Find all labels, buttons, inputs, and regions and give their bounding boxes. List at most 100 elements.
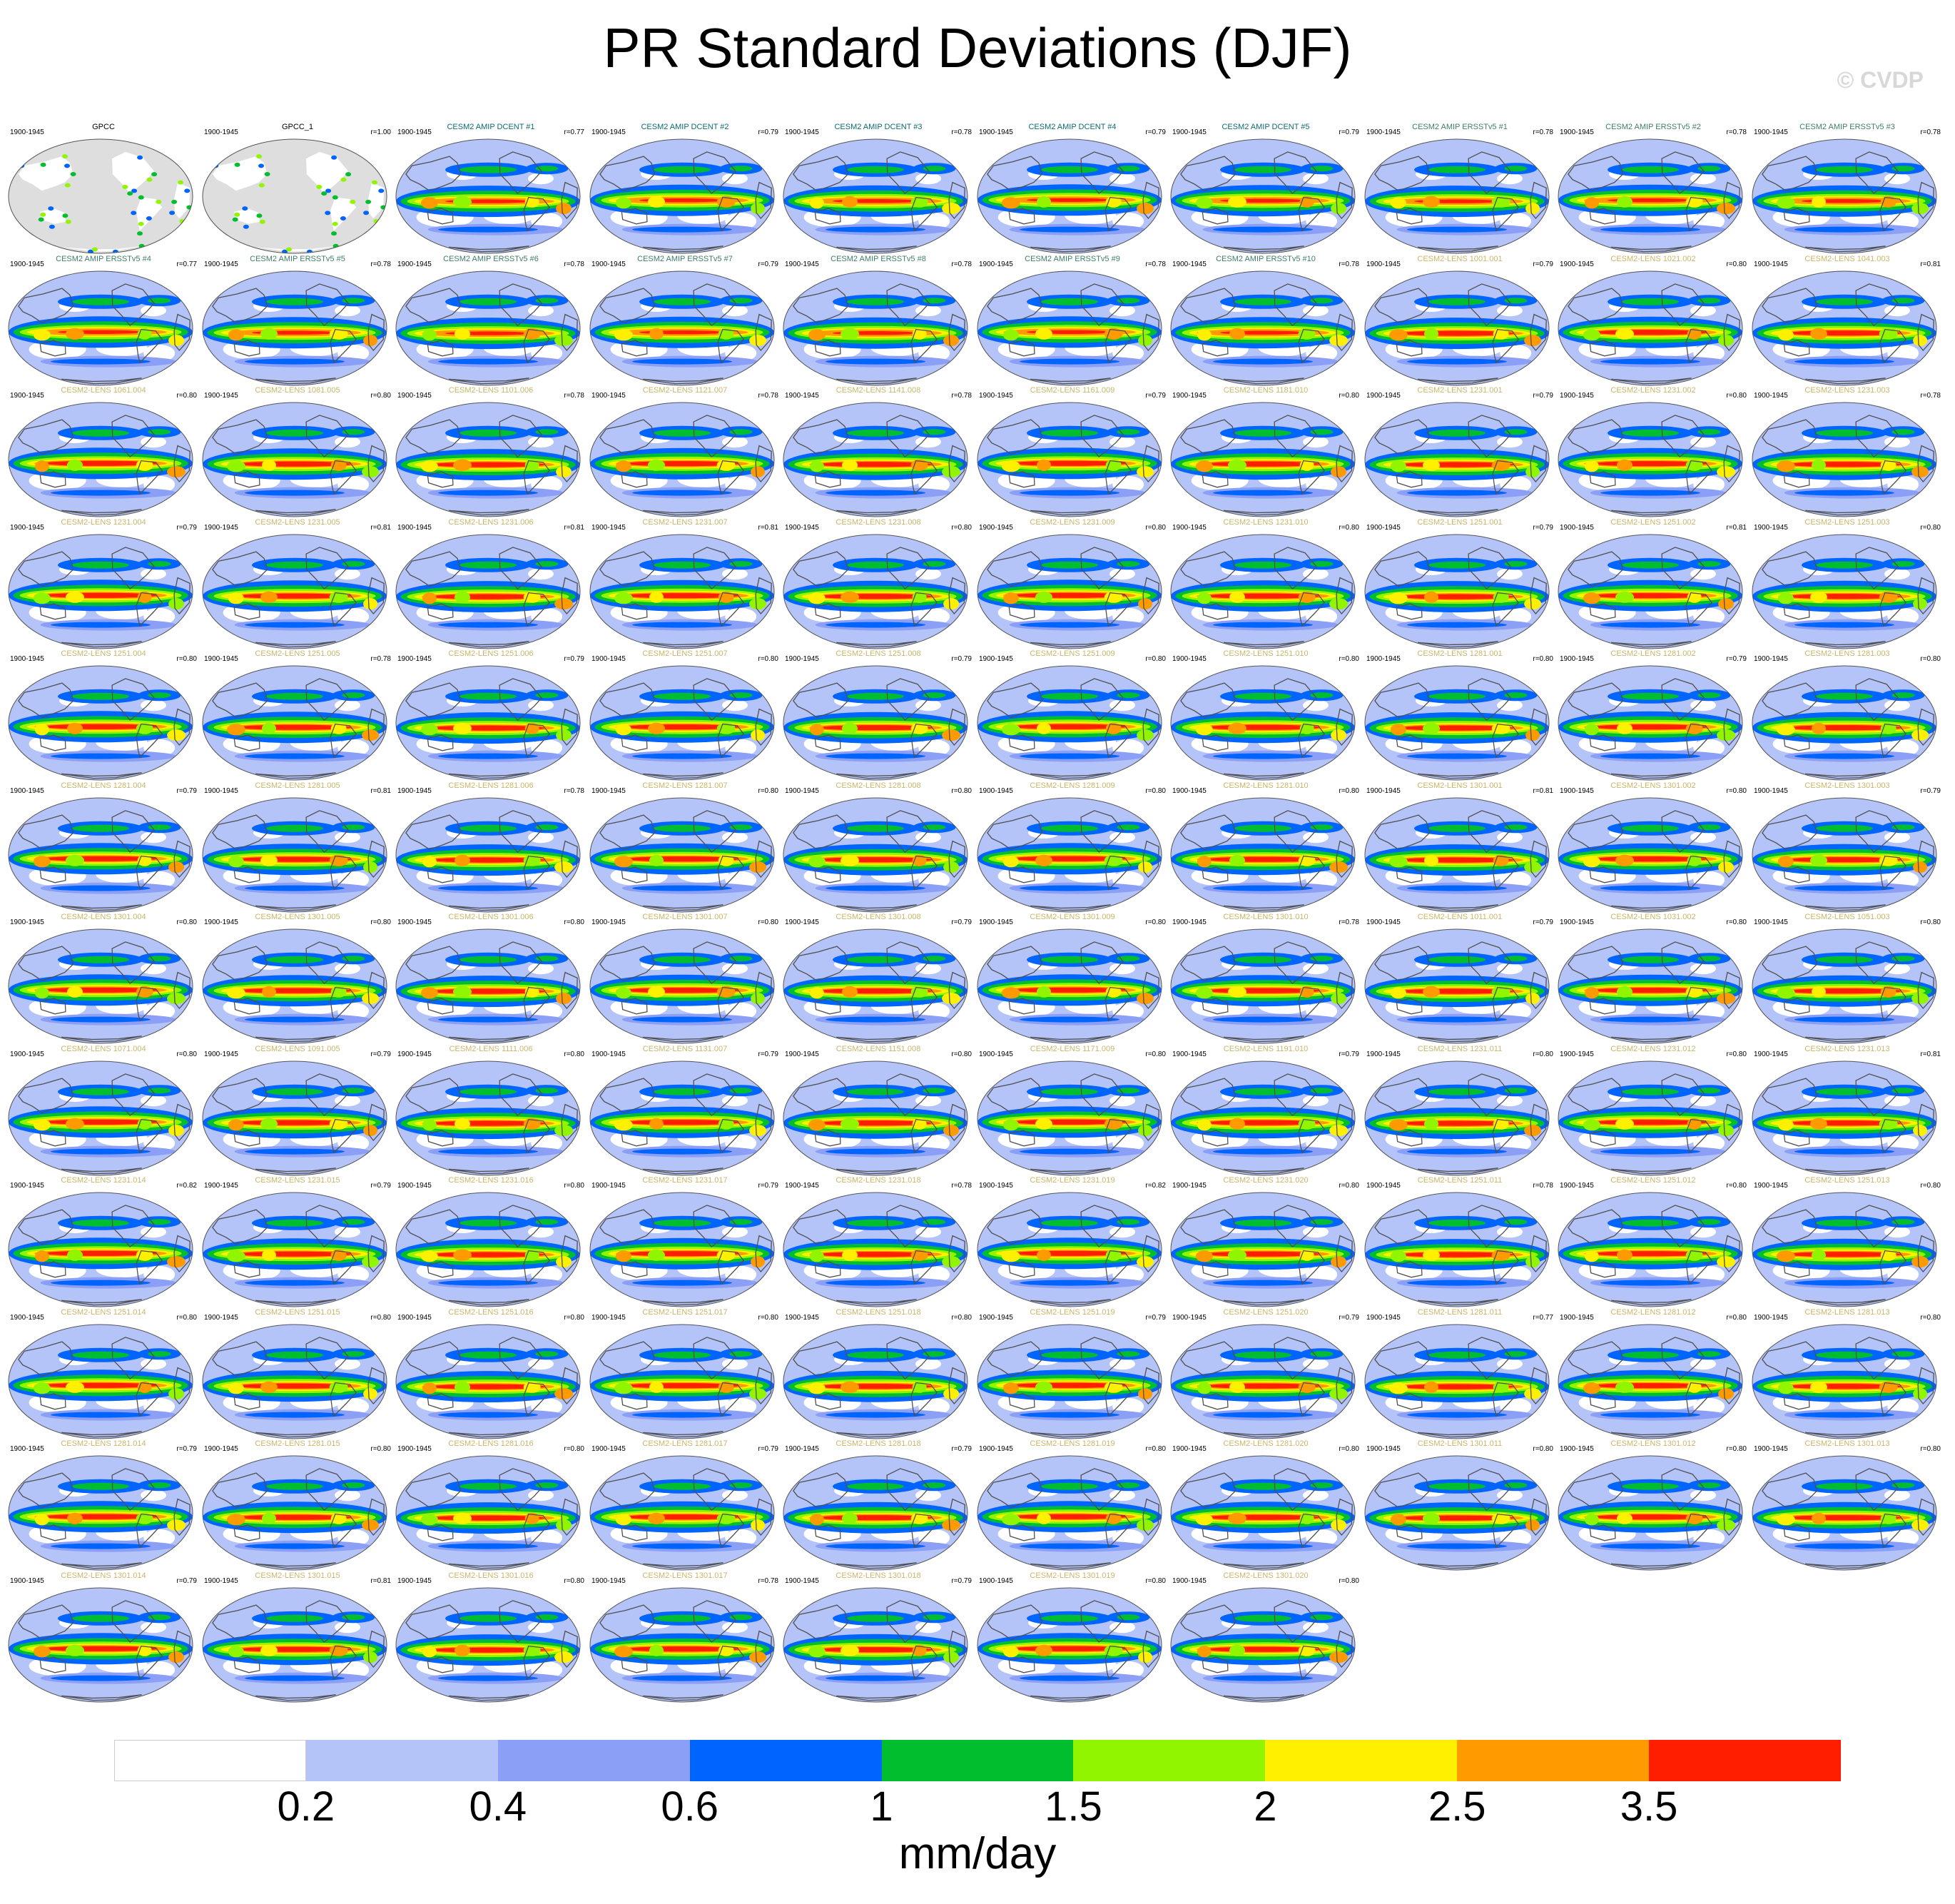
globe-outline: [395, 665, 581, 781]
storm-track: [1697, 1350, 1721, 1357]
coastline: [405, 550, 462, 587]
coastline: [1530, 971, 1547, 1010]
storm-track: [1794, 622, 1894, 628]
storm-track: [826, 358, 925, 365]
convective-spot: [1195, 987, 1213, 999]
panel-correlation: r=0.79: [176, 523, 197, 532]
coastline: [886, 809, 930, 853]
map-panel: 1900-1945 CESM2-LENS 1301.017 r=0.78: [589, 1571, 781, 1706]
storm-track: [1020, 622, 1119, 628]
storm-track: [654, 561, 711, 569]
coastline: [948, 1235, 965, 1273]
storm-track: [1234, 561, 1291, 569]
coastline: [1396, 471, 1423, 488]
dry-zone: [1109, 567, 1135, 579]
coastline: [1762, 1077, 1818, 1113]
colorbar-tick-label: 0.2: [277, 1783, 335, 1830]
panel-period: 1900-1945: [1172, 655, 1207, 663]
map-panel: 1900-1945 CESM2-LENS 1231.015 r=0.79: [201, 1176, 394, 1310]
convective-spot: [1491, 986, 1510, 998]
globe-outline: [395, 402, 581, 517]
convective-spot: [1617, 196, 1632, 208]
convective-spot: [1424, 328, 1438, 340]
convective-spot: [1584, 987, 1599, 999]
coastline: [599, 1209, 656, 1245]
panel-period: 1900-1945: [1366, 392, 1401, 400]
coastline: [717, 328, 745, 363]
globe-outline: [1170, 402, 1356, 517]
coastline: [305, 283, 349, 326]
dry-zone: [1303, 831, 1329, 843]
coastline: [1762, 1209, 1818, 1245]
panel-period: 1900-1945: [1172, 392, 1207, 400]
panel-title: CESM2-LENS 1231.016: [448, 1176, 534, 1185]
storm-track: [1041, 561, 1098, 569]
coastline: [910, 592, 938, 627]
storm-track: [1020, 490, 1119, 496]
coastline: [1805, 1430, 1886, 1437]
coastline: [449, 1693, 529, 1701]
dry-zone: [141, 567, 166, 579]
coastline: [1080, 283, 1124, 326]
dry-zone: [1690, 1357, 1716, 1369]
precip-blob: [62, 154, 68, 159]
coastline: [1762, 419, 1818, 455]
map-globe: [1170, 665, 1356, 781]
storm-track: [1407, 226, 1507, 233]
convective-spot: [1137, 466, 1154, 478]
coastline: [621, 1524, 648, 1541]
coastline: [136, 986, 163, 1022]
panel-period: 1900-1945: [785, 1576, 819, 1585]
coastline: [1879, 592, 1907, 627]
coastline: [1418, 903, 1498, 911]
globe-outline: [202, 797, 387, 912]
map-panel: 1900-1945 CESM2-LENS 1061.004 r=0.80: [7, 386, 200, 520]
panel-period: 1900-1945: [979, 786, 1013, 795]
coastline: [1224, 1430, 1304, 1437]
coastline: [1568, 682, 1624, 718]
map-panel: 1900-1945 CESM2-LENS 1051.003 r=0.80: [1751, 913, 1944, 1047]
coastline: [1336, 1630, 1353, 1668]
map-globe: [1558, 1060, 1743, 1175]
map-globe: [589, 1455, 775, 1571]
convective-spot: [420, 1514, 438, 1526]
coastline: [1879, 1382, 1907, 1417]
storm-track: [1407, 1412, 1507, 1418]
panel-correlation: r=0.79: [1339, 1050, 1359, 1058]
globe-outline: [1752, 1060, 1937, 1175]
coastline: [1274, 1336, 1317, 1379]
convective-spot: [808, 855, 826, 867]
coastline: [561, 1103, 578, 1141]
coastline: [1568, 814, 1624, 850]
panel-correlation: r=0.80: [1726, 1313, 1747, 1322]
panel-period: 1900-1945: [979, 918, 1013, 926]
storm-track: [245, 1412, 345, 1418]
panel-period: 1900-1945: [1172, 1182, 1207, 1190]
storm-track: [266, 956, 323, 963]
globe-outline: [8, 665, 193, 781]
map-globe: [8, 402, 193, 517]
globe-outline: [589, 797, 775, 912]
coastline: [449, 1167, 529, 1174]
convective-spot: [137, 1381, 152, 1393]
panel-correlation: r=0.80: [564, 1182, 584, 1190]
panel-period: 1900-1945: [204, 1445, 238, 1453]
coastline: [233, 998, 260, 1015]
storm-track: [1816, 956, 1873, 963]
panel-title: CESM2-LENS 1101.006: [448, 386, 534, 395]
coastline: [305, 1599, 349, 1643]
storm-track: [72, 956, 129, 963]
coastline: [136, 1513, 163, 1549]
globe-outline: [395, 534, 581, 649]
panel-period: 1900-1945: [397, 918, 432, 926]
storm-track: [72, 824, 129, 832]
panel-period: 1900-1945: [979, 523, 1013, 532]
coastline: [1008, 998, 1035, 1015]
convective-spot: [260, 1118, 278, 1130]
storm-track: [1310, 1219, 1334, 1225]
map-panel: 1900-1945 CESM2-LENS 1281.007 r=0.80: [589, 781, 781, 916]
coastline: [1298, 986, 1326, 1022]
storm-track: [51, 1280, 151, 1286]
convective-spot: [455, 1381, 470, 1393]
map-globe: [202, 1060, 387, 1175]
